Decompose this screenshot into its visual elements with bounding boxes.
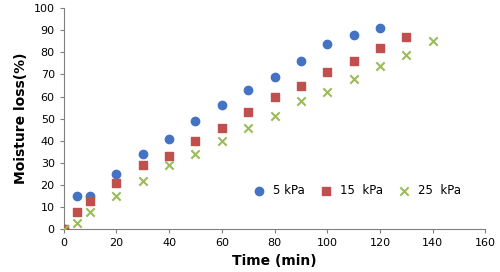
15  kPa (244, 110, 252, 114)
25  kPa (428, 39, 436, 44)
5 kPa (112, 172, 120, 176)
5 kPa (86, 194, 94, 198)
15  kPa (60, 227, 68, 231)
5 kPa (244, 88, 252, 92)
5 kPa (192, 119, 200, 123)
25  kPa (350, 77, 358, 81)
25  kPa (244, 125, 252, 130)
25  kPa (139, 178, 147, 183)
5 kPa (218, 103, 226, 108)
25  kPa (86, 209, 94, 214)
X-axis label: Time (min): Time (min) (232, 254, 317, 268)
15  kPa (165, 154, 173, 159)
5 kPa (323, 41, 331, 46)
25  kPa (323, 90, 331, 94)
25  kPa (402, 52, 410, 57)
15  kPa (86, 198, 94, 203)
25  kPa (376, 63, 384, 68)
5 kPa (270, 75, 278, 79)
25  kPa (112, 194, 120, 198)
15  kPa (402, 35, 410, 39)
5 kPa (60, 227, 68, 231)
5 kPa (297, 59, 305, 63)
Legend: 5 kPa, 15  kPa, 25  kPa: 5 kPa, 15 kPa, 25 kPa (246, 184, 462, 197)
25  kPa (297, 99, 305, 103)
25  kPa (192, 152, 200, 156)
15  kPa (139, 163, 147, 167)
Y-axis label: Moisture loss(%): Moisture loss(%) (14, 53, 28, 184)
5 kPa (165, 137, 173, 141)
25  kPa (60, 227, 68, 231)
5 kPa (139, 152, 147, 156)
15  kPa (350, 59, 358, 63)
15  kPa (297, 84, 305, 88)
15  kPa (323, 70, 331, 75)
5 kPa (350, 33, 358, 37)
25  kPa (218, 139, 226, 143)
25  kPa (165, 163, 173, 167)
15  kPa (218, 125, 226, 130)
15  kPa (376, 46, 384, 50)
15  kPa (112, 181, 120, 185)
25  kPa (270, 114, 278, 119)
5 kPa (376, 26, 384, 30)
5 kPa (73, 194, 81, 198)
15  kPa (192, 139, 200, 143)
25  kPa (73, 220, 81, 225)
15  kPa (73, 209, 81, 214)
15  kPa (270, 94, 278, 99)
